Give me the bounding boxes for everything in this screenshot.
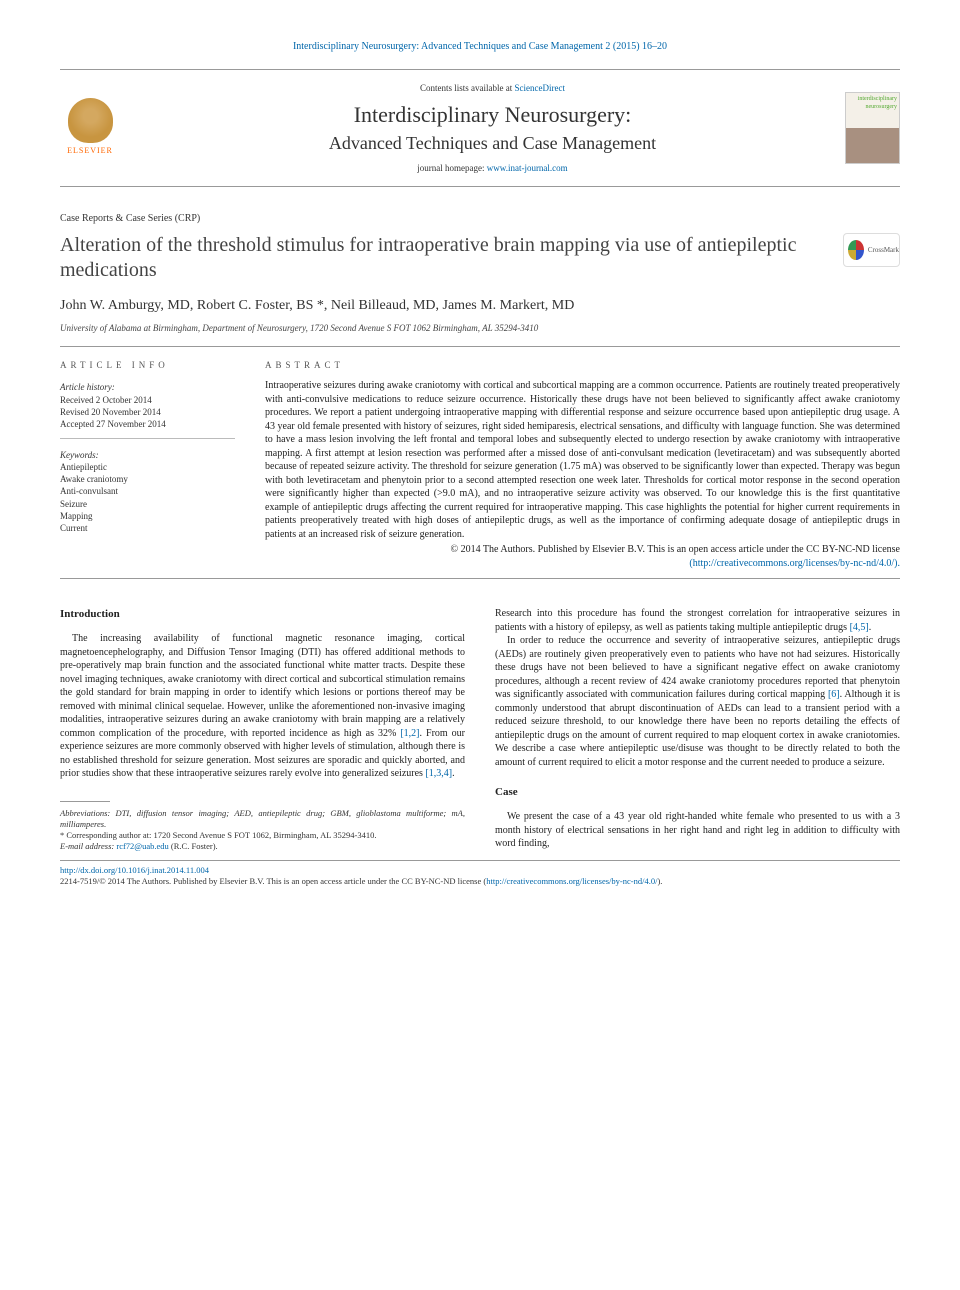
email-suffix: (R.C. Foster). [169, 841, 218, 851]
affiliation: University of Alabama at Birmingham, Dep… [60, 322, 900, 334]
contents-prefix: Contents lists available at [420, 83, 514, 93]
article-info: ARTICLE INFO Article history: Received 2… [60, 359, 235, 570]
abstract-copyright: © 2014 The Authors. Published by Elsevie… [265, 543, 900, 570]
citation-link[interactable]: [1,2] [400, 728, 419, 739]
info-abstract-row: ARTICLE INFO Article history: Received 2… [60, 359, 900, 570]
col2-paragraph-1: Research into this procedure has found t… [495, 607, 900, 634]
header-citation: Interdisciplinary Neurosurgery: Advanced… [60, 40, 900, 54]
journal-homepage: journal homepage: www.inat-journal.com [140, 162, 845, 174]
keyword: Antiepileptic [60, 461, 235, 473]
citation-link[interactable]: [6] [828, 689, 840, 700]
corresponding-author: * Corresponding author at: 1720 Second A… [60, 830, 465, 841]
homepage-link[interactable]: www.inat-journal.com [487, 163, 568, 173]
article-history-block: Article history: Received 2 October 2014… [60, 381, 235, 439]
keyword: Anti-convulsant [60, 485, 235, 497]
copyright-text: © 2014 The Authors. Published by Elsevie… [451, 544, 900, 555]
article-title: Alteration of the threshold stimulus for… [60, 233, 833, 283]
article-type: Case Reports & Case Series (CRP) [60, 212, 900, 226]
col2-paragraph-2: In order to reduce the occurrence and se… [495, 634, 900, 769]
abstract: ABSTRACT Intraoperative seizures during … [265, 359, 900, 570]
crossmark-badge[interactable]: CrossMark [843, 233, 900, 267]
journal-name: Interdisciplinary Neurosurgery: [140, 100, 845, 130]
keyword: Mapping [60, 510, 235, 522]
history-received: Received 2 October 2014 [60, 394, 235, 406]
sciencedirect-link[interactable]: ScienceDirect [515, 83, 565, 93]
history-revised: Revised 20 November 2014 [60, 406, 235, 418]
case-paragraph: We present the case of a 43 year old rig… [495, 810, 900, 851]
keyword: Seizure [60, 498, 235, 510]
journal-cover-thumbnail[interactable]: interdisciplinary neurosurgery [845, 92, 900, 164]
journal-banner: ELSEVIER Contents lists available at Sci… [60, 69, 900, 187]
email-label: E-mail address: [60, 841, 116, 851]
col2-text-1b: . [869, 622, 872, 633]
email-link[interactable]: rcf72@uab.edu [116, 841, 168, 851]
abstract-label: ABSTRACT [265, 359, 900, 371]
footnote-separator [60, 801, 110, 802]
rule-top [60, 346, 900, 347]
introduction-heading: Introduction [60, 607, 465, 622]
issn-close: ). [657, 876, 662, 886]
abstract-text: Intraoperative seizures during awake cra… [265, 379, 900, 541]
license-link[interactable]: (http://creativecommons.org/licenses/by-… [689, 558, 900, 569]
crossmark-icon [848, 240, 864, 260]
issn-copyright: 2214-7519/© 2014 The Authors. Published … [60, 876, 486, 886]
intro-text-1c: . [452, 768, 455, 779]
keywords-block: Keywords: Antiepileptic Awake craniotomy… [60, 449, 235, 542]
elsevier-tree-icon [68, 98, 113, 143]
intro-paragraph: The increasing availability of functiona… [60, 632, 465, 781]
intro-text-1: The increasing availability of functiona… [60, 633, 465, 739]
email-line: E-mail address: rcf72@uab.edu (R.C. Fost… [60, 841, 465, 852]
footnotes: Abbreviations: DTI, diffusion tensor ima… [60, 808, 465, 852]
rule-mid [60, 578, 900, 579]
keywords-heading: Keywords: [60, 449, 235, 461]
history-accepted: Accepted 27 November 2014 [60, 418, 235, 430]
col2-text-2b: . Although it is commonly understood tha… [495, 689, 900, 768]
footer-license-link[interactable]: http://creativecommons.org/licenses/by-n… [486, 876, 657, 886]
column-right: Research into this procedure has found t… [495, 607, 900, 852]
homepage-prefix: journal homepage: [417, 163, 486, 173]
history-heading: Article history: [60, 381, 235, 393]
elsevier-logo[interactable]: ELSEVIER [60, 93, 120, 163]
abbrev-text: Abbreviations: DTI, diffusion tensor ima… [60, 808, 465, 829]
case-heading: Case [495, 785, 900, 800]
elsevier-label: ELSEVIER [67, 146, 113, 157]
article-info-label: ARTICLE INFO [60, 359, 235, 371]
abbreviations: Abbreviations: DTI, diffusion tensor ima… [60, 808, 465, 830]
contents-available: Contents lists available at ScienceDirec… [140, 82, 845, 94]
col2-text-1a: Research into this procedure has found t… [495, 608, 900, 633]
citation-link[interactable]: [4,5] [850, 622, 869, 633]
doi-link[interactable]: http://dx.doi.org/10.1016/j.inat.2014.11… [60, 865, 209, 875]
journal-subtitle: Advanced Techniques and Case Management [140, 131, 845, 155]
column-left: Introduction The increasing availability… [60, 607, 465, 852]
journal-banner-center: Contents lists available at ScienceDirec… [140, 82, 845, 174]
keyword: Awake craniotomy [60, 473, 235, 485]
authors: John W. Amburgy, MD, Robert C. Foster, B… [60, 297, 900, 316]
keyword: Current [60, 522, 235, 534]
body-columns: Introduction The increasing availability… [60, 607, 900, 852]
page-footer: http://dx.doi.org/10.1016/j.inat.2014.11… [60, 860, 900, 888]
crossmark-label: CrossMark [868, 246, 899, 255]
citation-link[interactable]: [1,3,4] [425, 768, 452, 779]
